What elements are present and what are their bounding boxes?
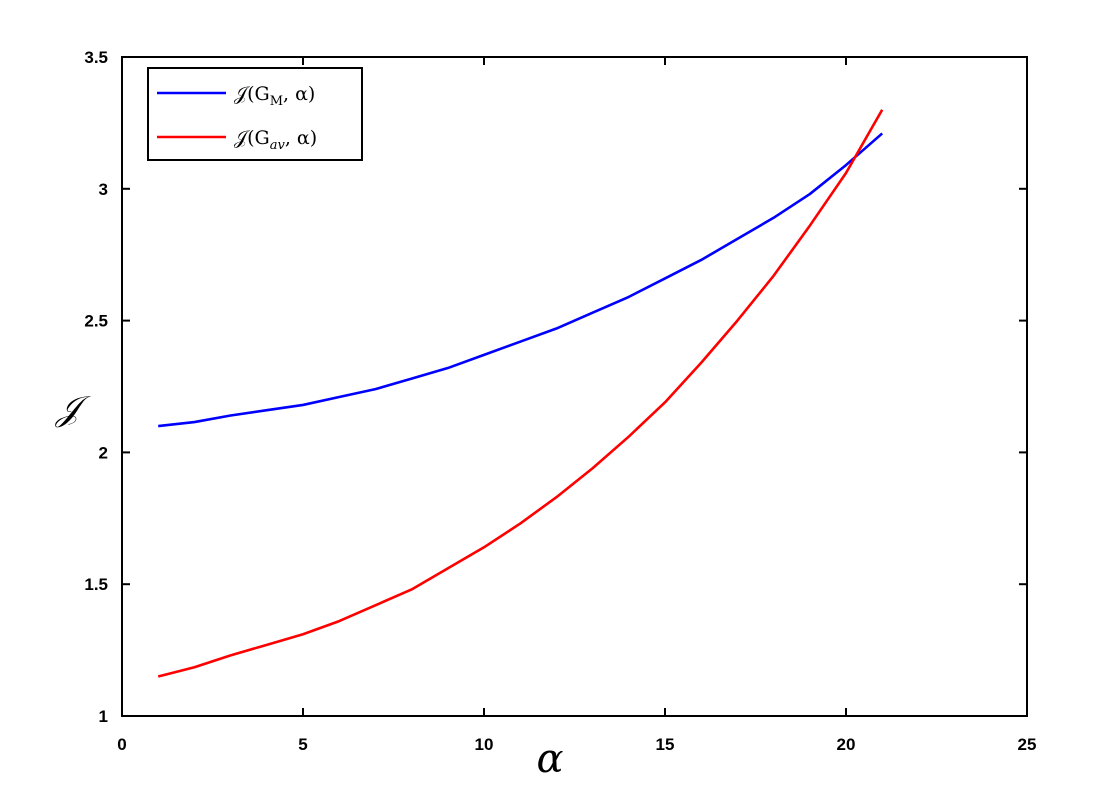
x-tick-label: 10 xyxy=(475,735,494,754)
ticks-layer: 0 5 10 15 20 25 1 1.5 2 2.5 3 3.5 xyxy=(84,48,1036,754)
legend: 𝒥(GM, α) 𝒥(Gav, α) xyxy=(147,67,363,161)
x-axis-label: α xyxy=(536,736,563,782)
axes-box xyxy=(121,56,1028,717)
series-layer xyxy=(157,109,884,678)
x-tick-label: 25 xyxy=(1018,735,1037,754)
y-tick-label: 1.5 xyxy=(84,575,108,594)
y-tick-label: 2.5 xyxy=(84,312,108,331)
legend-label-1: 𝒥(GM, α) xyxy=(234,83,315,109)
x-tick-label: 0 xyxy=(117,735,126,754)
x-tick-label: 15 xyxy=(656,735,675,754)
x-tick-label: 20 xyxy=(837,735,856,754)
legend-box xyxy=(147,67,363,161)
series-line-2 xyxy=(157,109,884,678)
y-tick-label: 3 xyxy=(99,180,108,199)
series-line-1 xyxy=(158,132,884,428)
legend-label-2: 𝒥(Gav, α) xyxy=(234,127,317,153)
y-tick-label: 2 xyxy=(99,443,108,462)
y-tick-label: 3.5 xyxy=(84,48,108,67)
x-tick-label: 5 xyxy=(298,735,307,754)
y-tick-label: 1 xyxy=(99,707,108,726)
